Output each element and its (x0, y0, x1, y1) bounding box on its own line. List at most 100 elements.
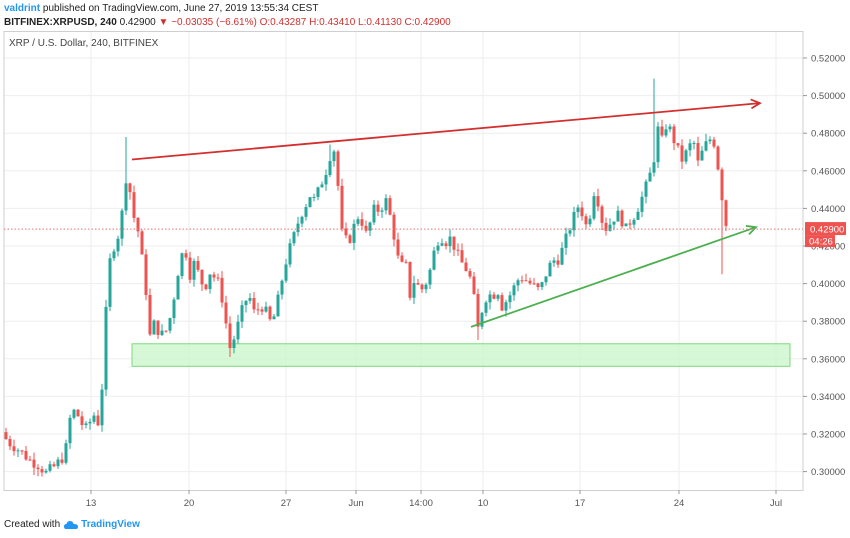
x-tick-label: 24 (674, 498, 685, 509)
candle-body (684, 150, 688, 162)
candle-body (600, 206, 604, 223)
candle-body (432, 250, 436, 270)
candle-body (224, 302, 228, 324)
candle-body (456, 249, 460, 251)
y-tick-label: 0.36000 (811, 354, 845, 365)
candle-body (8, 438, 12, 447)
candle-body (68, 417, 72, 444)
candle-body (560, 247, 564, 265)
candle-body (688, 143, 692, 151)
candle-body (648, 172, 652, 182)
candle-body (252, 298, 256, 310)
x-tick-label: Jun (348, 498, 363, 509)
resistance-line (131, 102, 761, 161)
candle-body (368, 222, 372, 231)
resistance-line-arrow (750, 98, 763, 110)
x-tick-label: 10 (478, 498, 489, 509)
candle-body (204, 284, 208, 290)
candle-body (96, 415, 100, 426)
candle-body (448, 236, 452, 247)
price-chart[interactable]: XRP / U.S. Dollar, 240, BITFINEX 0.52000… (0, 31, 850, 514)
candle-body (692, 143, 696, 145)
candle-body (500, 295, 504, 311)
ohlc-values: O:0.43287 H:0.43410 L:0.41130 C:0.42900 (259, 17, 451, 28)
candle-body (344, 228, 348, 236)
candle-body (424, 284, 428, 290)
candle-body (192, 260, 196, 280)
candle-body (520, 280, 524, 282)
symbol-info: BITFINEX:XRPUSD, 240 0.42900 ▼ −0.03035 … (4, 17, 451, 28)
last-price: 0.42900 (119, 17, 156, 28)
candle-body (312, 197, 316, 199)
x-tick-label: Jul (770, 498, 782, 509)
candle-body (332, 151, 336, 162)
candle-body (452, 236, 456, 250)
candle-body (536, 283, 540, 288)
candle-body (360, 219, 364, 226)
candle-body (696, 143, 700, 161)
author-name[interactable]: valdrint (4, 3, 41, 14)
candle-body (32, 459, 36, 468)
y-tick-label: 0.50000 (811, 91, 845, 102)
candle-body (280, 280, 284, 295)
candle-body (572, 211, 576, 231)
candle-body (184, 253, 188, 258)
tradingview-logo[interactable]: TradingView (64, 519, 140, 530)
candle-body (320, 184, 324, 188)
candle-body (716, 146, 720, 170)
y-tick-label: 0.52000 (811, 54, 845, 65)
x-tick-label: 20 (184, 498, 195, 509)
candle-body (644, 181, 648, 197)
candle-body (440, 243, 444, 246)
candle-body (12, 446, 16, 452)
candle-body (408, 261, 412, 298)
candle-body (660, 126, 664, 136)
candle-body (200, 269, 204, 285)
candle-body (48, 464, 52, 471)
candle-body (236, 321, 240, 340)
candle-body (188, 257, 192, 280)
candle-body (668, 126, 672, 130)
chart-area[interactable]: XRP / U.S. Dollar, 240, BITFINEX 0.52000… (0, 31, 850, 514)
candle-body (180, 253, 184, 277)
candle-body (108, 258, 112, 307)
candle-body (28, 459, 32, 461)
candle-body (620, 210, 624, 227)
candle-body (268, 306, 272, 320)
candle-body (272, 316, 276, 320)
candle-body (488, 294, 492, 303)
footer: Created with TradingView (4, 519, 140, 530)
plot-border (3, 31, 804, 491)
candle-body (576, 207, 580, 212)
candle-body (420, 284, 424, 290)
candle-body (672, 126, 676, 144)
candle-body (144, 254, 148, 296)
candle-body (568, 230, 572, 234)
candle-body (596, 196, 600, 207)
candle-body (288, 243, 292, 265)
candle-body (352, 223, 356, 243)
candle-body (40, 469, 44, 473)
candle-body (700, 150, 704, 161)
candle-body (604, 222, 608, 231)
y-tick-label: 0.40000 (811, 279, 845, 290)
current-price-tag (805, 222, 846, 236)
candle-body (404, 261, 408, 263)
x-tick-label: 17 (575, 498, 586, 509)
candle-body (676, 143, 680, 146)
candle-body (172, 299, 176, 319)
candle-body (296, 223, 300, 233)
candle-body (92, 415, 96, 422)
candle-body (264, 306, 268, 312)
candle-body (328, 161, 332, 176)
candle-body (132, 192, 136, 218)
candle-body (608, 224, 612, 231)
candle-body (636, 211, 640, 220)
candle-body (524, 280, 528, 282)
candle-body (84, 423, 88, 426)
countdown-label: 04:26 (809, 237, 833, 248)
created-with-text: Created with (4, 519, 61, 530)
candle-body (136, 217, 140, 232)
candle-body (300, 216, 304, 224)
y-tick-label: 0.32000 (811, 430, 845, 441)
